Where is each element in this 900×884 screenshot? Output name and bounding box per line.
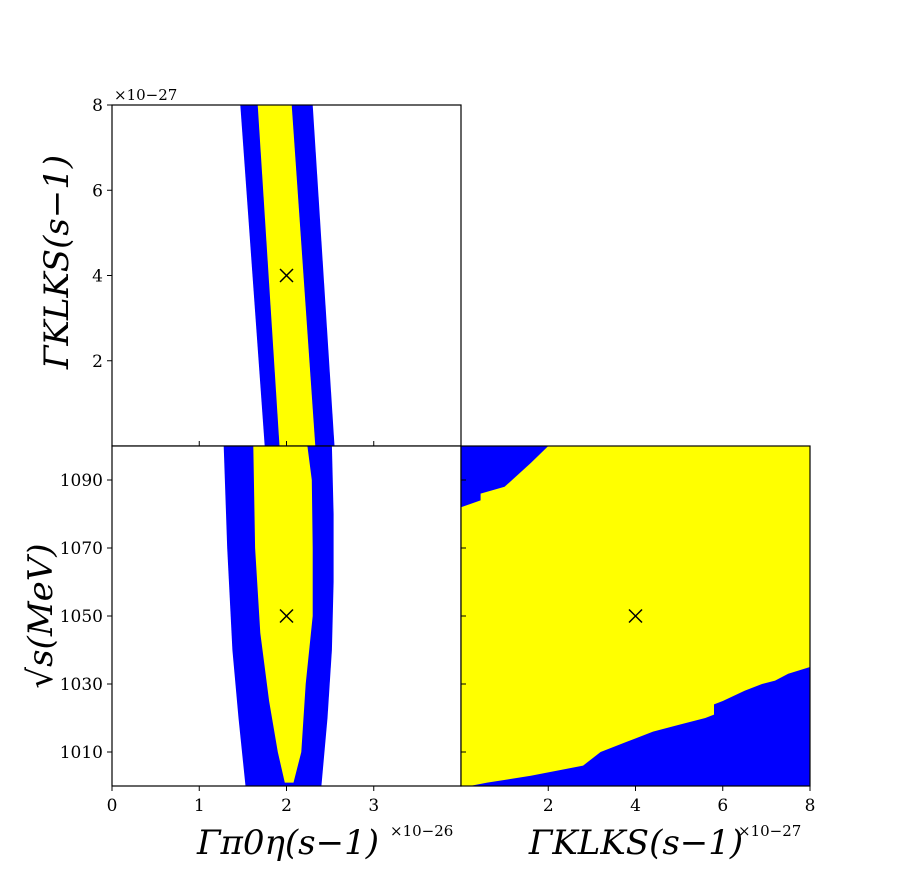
bottom-left-ytick-label-1: 1030 (60, 675, 103, 695)
best-fit-marker-bottom-right (628, 608, 643, 624)
bottom-left-ytick-label-4: 1090 (60, 471, 103, 491)
best-fit-marker-bottom-left-stroke-b (279, 608, 294, 624)
panel-bottom-right-axes: 2 4 6 8 (460, 445, 816, 816)
bottom-right-x-axis-label: ΓKLKS(s−1) (528, 823, 743, 863)
bottom-left-ytick-label-0: 1010 (60, 743, 103, 763)
panel-bottom-right: 2 4 6 8 ×10−27 ΓKLKS(s−1) (460, 445, 816, 863)
bottom-left-ytick-label-3: 1070 (60, 539, 103, 559)
inner-region-band (253, 446, 313, 783)
panel-top-left: 2 4 6 8 ×10−27 ΓKLKS(s−1) (37, 86, 462, 447)
panel-top-left-contours (240, 105, 335, 446)
top-left-y-axis-label: ΓKLKS(s−1) (37, 155, 77, 370)
bottom-left-xtick-label-2: 2 (281, 796, 292, 816)
panel-bottom-left-contours (223, 446, 334, 786)
bottom-left-xtick-label-3: 3 (368, 796, 379, 816)
bottom-left-x-axis-label: Γπ0η(s−1) (196, 823, 379, 863)
bottom-right-x-offset-text: ×10−27 (738, 822, 801, 840)
top-left-ytick-label-3: 8 (92, 96, 103, 116)
bottom-right-xtick-label-0: 2 (543, 796, 554, 816)
panel-bottom-left-axes: 1010 1030 1050 1070 1090 0 1 2 3 (60, 445, 466, 816)
panel-bottom-right-contours (461, 446, 810, 786)
bottom-left-ytick-label-2: 1050 (60, 607, 103, 627)
best-fit-marker-top-left-stroke-b (279, 268, 294, 283)
panel-bottom-left: 1010 1030 1050 1070 1090 0 1 2 3 ×10−26 Γπ0η(s−1… (21, 445, 466, 863)
top-left-ytick-label-2: 6 (92, 181, 103, 201)
bottom-left-y-axis-label: √s(MeV) (21, 543, 61, 688)
bottom-right-xtick-label-2: 6 (717, 796, 728, 816)
top-left-y-offset-text: ×10−27 (114, 86, 177, 104)
bottom-left-xtick-label-0: 0 (107, 796, 118, 816)
bottom-left-xtick-label-1: 1 (194, 796, 205, 816)
bottom-left-x-offset-text: ×10−26 (390, 822, 453, 840)
top-left-ytick-label-1: 4 (92, 267, 103, 287)
best-fit-marker-bottom-right-stroke-b (628, 608, 643, 624)
bottom-right-xtick-label-3: 8 (805, 796, 816, 816)
best-fit-marker-bottom-left (279, 608, 294, 624)
best-fit-marker-top-left (279, 268, 294, 283)
bottom-right-xtick-label-1: 4 (630, 796, 641, 816)
top-left-ytick-label-0: 2 (92, 352, 103, 372)
